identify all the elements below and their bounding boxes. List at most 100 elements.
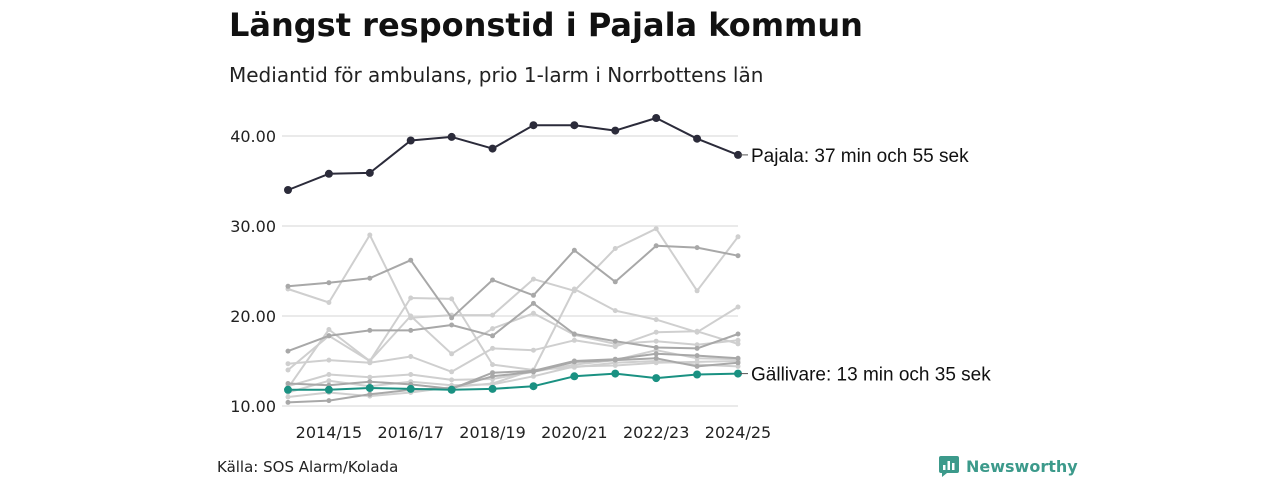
data-point-kommun-j — [653, 355, 659, 361]
data-point-kommun-h — [326, 372, 332, 377]
data-point-kommun-a — [449, 315, 455, 321]
data-point-kommun-d — [449, 296, 455, 302]
annotation-pajala: Pajala: 37 min och 55 sek — [751, 146, 969, 167]
data-point-kommun-e — [571, 337, 577, 343]
y-tick-label: 30.00 — [230, 217, 276, 236]
data-point-gällivare — [488, 384, 497, 393]
data-point-kommun-b — [326, 300, 332, 305]
data-point-kommun-a — [694, 245, 700, 251]
data-point-kommun-c — [367, 327, 373, 333]
data-point-gällivare — [652, 374, 661, 383]
x-tick-label: 2022/23 — [623, 423, 689, 442]
data-point-kommun-k — [490, 381, 496, 386]
data-point-kommun-b — [490, 312, 496, 318]
series-line-kommun-h — [287, 349, 739, 388]
data-point-pajala — [284, 186, 292, 194]
data-point-kommun-e — [735, 341, 741, 347]
x-tick-label: 2020/21 — [541, 423, 607, 442]
data-point-kommun-e — [653, 329, 659, 335]
data-point-kommun-c — [571, 331, 577, 337]
data-point-kommun-a — [326, 280, 332, 286]
data-point-gällivare — [406, 384, 415, 393]
data-point-kommun-f — [367, 358, 373, 364]
data-point-kommun-a — [530, 292, 536, 298]
data-point-kommun-d — [653, 317, 659, 323]
data-point-kommun-j — [285, 399, 291, 405]
data-point-kommun-c — [490, 333, 496, 339]
data-point-gällivare — [570, 372, 579, 381]
data-point-kommun-f — [653, 338, 659, 344]
data-point-kommun-e — [694, 328, 700, 334]
data-point-kommun-c — [408, 327, 414, 333]
data-point-kommun-f — [490, 326, 496, 332]
newsworthy-logo-icon — [939, 456, 959, 477]
data-point-gällivare — [365, 384, 374, 392]
data-point-kommun-i — [326, 378, 332, 384]
data-point-kommun-j — [694, 363, 700, 369]
data-point-kommun-f — [735, 337, 741, 343]
data-point-pajala — [324, 169, 333, 178]
data-point-kommun-e — [449, 369, 455, 375]
data-point-kommun-j — [571, 359, 577, 365]
data-point-kommun-d — [735, 304, 741, 310]
data-point-kommun-c — [449, 322, 455, 328]
data-point-kommun-k — [571, 364, 577, 370]
data-point-gällivare — [324, 385, 333, 394]
data-point-pajala — [447, 132, 456, 141]
data-point-kommun-g — [490, 370, 496, 376]
y-tick-label: 20.00 — [230, 307, 276, 326]
x-tick-label: 2024/25 — [705, 423, 771, 442]
data-point-kommun-k — [285, 394, 291, 400]
data-point-kommun-d — [490, 362, 496, 368]
series-line-gällivare — [288, 372, 739, 391]
data-point-kommun-b — [367, 232, 373, 238]
source-note: Källa: SOS Alarm/Kolada — [217, 458, 399, 476]
data-point-kommun-h — [408, 372, 414, 377]
data-point-pajala — [488, 144, 497, 153]
series-line-pajala — [287, 117, 739, 191]
data-point-kommun-f — [694, 342, 700, 348]
data-point-kommun-j — [326, 398, 332, 404]
y-tick-label: 40.00 — [230, 127, 276, 146]
series-line-kommun-g — [287, 352, 739, 390]
data-point-kommun-h — [367, 374, 373, 380]
data-point-kommun-a — [367, 275, 373, 281]
series-line-kommun-a — [287, 244, 739, 319]
data-point-kommun-j — [490, 373, 496, 379]
data-point-kommun-b — [653, 226, 659, 232]
data-point-kommun-a — [408, 257, 414, 263]
data-point-pajala — [529, 121, 538, 130]
data-point-pajala — [365, 168, 374, 177]
series-line-kommun-c — [287, 302, 739, 353]
data-point-kommun-k — [735, 363, 741, 369]
data-point-gällivare — [447, 385, 456, 394]
data-point-kommun-g — [694, 353, 700, 359]
data-point-kommun-h — [449, 377, 455, 383]
chart-subtitle: Mediantid för ambulans, prio 1-larm i No… — [229, 63, 764, 87]
data-point-gällivare — [284, 385, 292, 394]
series-line-kommun-j — [287, 357, 739, 404]
x-tick-label: 2018/19 — [459, 423, 525, 442]
annotation-gällivare: Gällivare: 13 min och 35 sek — [751, 365, 991, 386]
data-point-gällivare — [693, 370, 702, 379]
data-point-kommun-c — [735, 331, 741, 337]
x-tick-label: 2014/15 — [296, 423, 362, 442]
chart-title: Längst responstid i Pajala kommun — [229, 6, 863, 44]
data-point-kommun-b — [612, 246, 618, 251]
data-point-kommun-a — [612, 279, 618, 285]
data-point-kommun-j — [367, 391, 373, 397]
data-point-gällivare — [611, 369, 620, 378]
data-point-kommun-g — [367, 379, 373, 385]
data-point-kommun-b — [530, 276, 536, 282]
data-point-kommun-c — [285, 348, 291, 354]
data-point-kommun-e — [326, 357, 332, 363]
brand-logo: Newsworthy — [938, 455, 1078, 477]
data-point-kommun-f — [449, 351, 455, 357]
data-point-kommun-c — [326, 333, 332, 339]
data-point-kommun-j — [612, 357, 618, 363]
data-point-kommun-g — [653, 351, 659, 357]
series-line-kommun-i — [287, 360, 739, 394]
data-point-kommun-j — [530, 369, 536, 375]
data-point-pajala — [693, 134, 702, 143]
data-point-kommun-f — [285, 367, 291, 373]
